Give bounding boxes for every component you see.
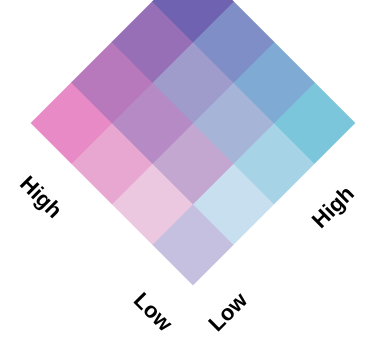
legend-cell-left3-right3 bbox=[152, 0, 234, 43]
right-axis-high-label: High bbox=[307, 181, 359, 233]
left-axis-high-label: High bbox=[15, 171, 67, 223]
right-axis-low-label: Low bbox=[203, 287, 252, 336]
left-axis-low-label: Low bbox=[129, 287, 178, 336]
legend-cell-grid bbox=[30, 0, 356, 286]
